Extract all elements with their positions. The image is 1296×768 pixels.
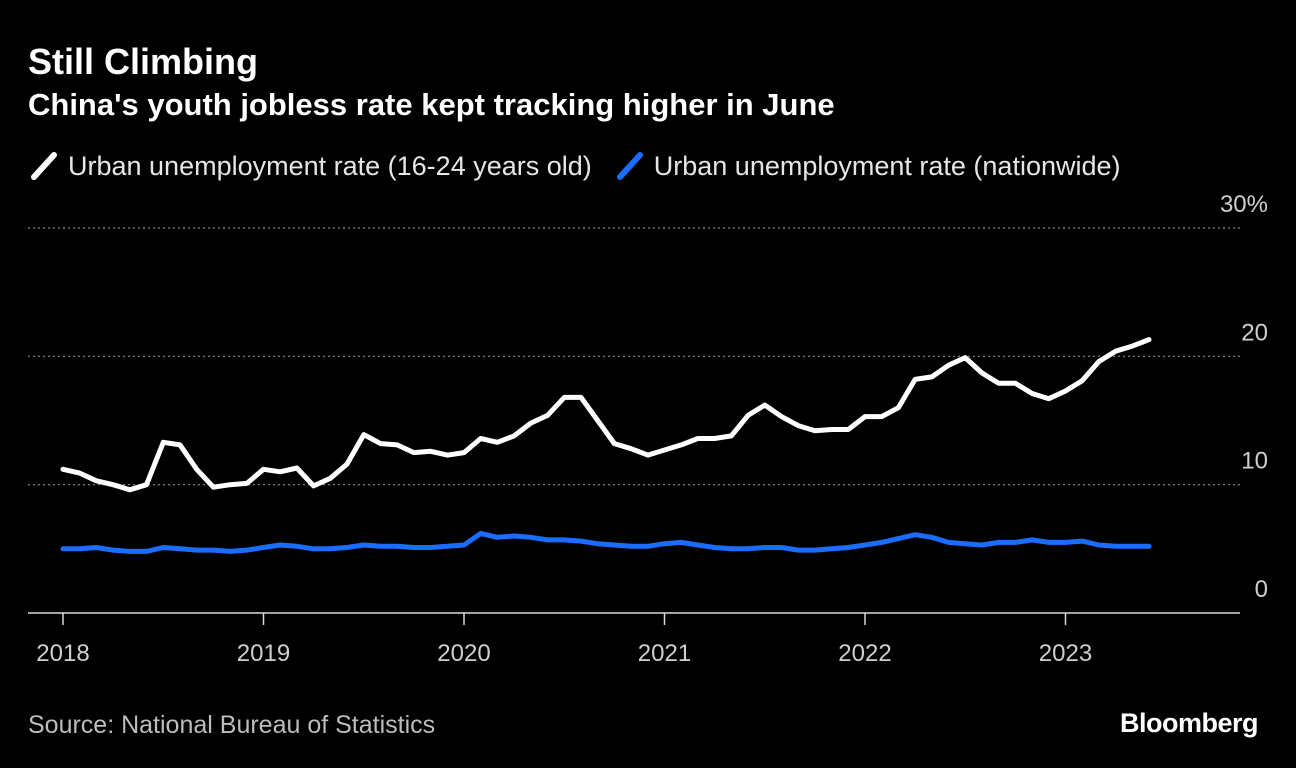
y-tick-label-20: 20 bbox=[1241, 319, 1268, 346]
legend-item-nationwide: Urban unemployment rate (nationwide) bbox=[614, 149, 1121, 183]
legend-line-youth bbox=[31, 152, 57, 180]
legend-swatch-nationwide bbox=[616, 152, 643, 180]
x-tick-label-2021: 2021 bbox=[638, 640, 691, 667]
x-tick-label-2020: 2020 bbox=[437, 640, 490, 667]
legend-label-youth: Urban unemployment rate (16-24 years old… bbox=[68, 150, 592, 181]
y-tick-label-10: 10 bbox=[1241, 448, 1268, 475]
chart-subtitle: China's youth jobless rate kept tracking… bbox=[28, 87, 835, 122]
bloomberg-logo: Bloomberg bbox=[1119, 708, 1259, 738]
source-note: Source: National Bureau of Statistics bbox=[28, 711, 436, 739]
chart-title: Still Climbing bbox=[28, 41, 258, 82]
legend-item-youth: Urban unemployment rate (16-24 years old… bbox=[28, 149, 592, 183]
x-tick-label-2022: 2022 bbox=[838, 640, 891, 667]
legend-swatch-youth bbox=[31, 152, 57, 180]
x-tick-label-2018: 2018 bbox=[36, 640, 89, 667]
chart-legend: Urban unemployment rate (16-24 years old… bbox=[28, 146, 1143, 186]
legend-label-nationwide: Urban unemployment rate (nationwide) bbox=[653, 150, 1121, 181]
series-line-youth bbox=[60, 337, 1152, 493]
x-tick-label-2019: 2019 bbox=[237, 640, 290, 667]
series-line-nationwide bbox=[60, 530, 1152, 554]
legend-line-nationwide bbox=[616, 152, 643, 180]
x-tick-label-2023: 2023 bbox=[1039, 640, 1092, 667]
y-tick-label-0: 0 bbox=[1255, 576, 1268, 603]
y-tick-label-30: 30% bbox=[1220, 191, 1268, 218]
